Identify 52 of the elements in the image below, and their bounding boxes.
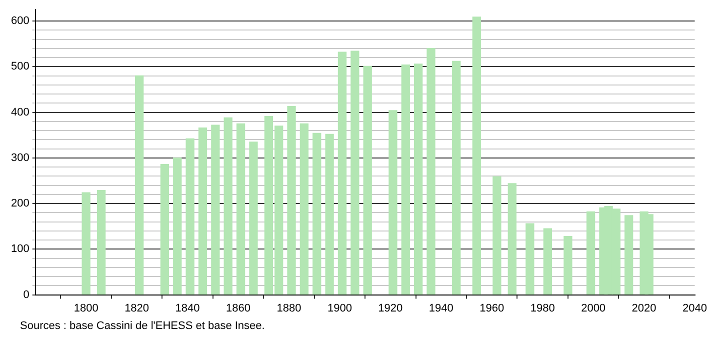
bar xyxy=(508,183,516,295)
bar xyxy=(564,236,572,295)
bar xyxy=(452,60,461,295)
bar xyxy=(287,106,296,295)
bar xyxy=(82,192,90,295)
bar xyxy=(526,223,534,295)
bar xyxy=(173,158,182,295)
bar xyxy=(350,50,360,295)
bar xyxy=(300,123,309,295)
x-tick-label: 1980 xyxy=(530,302,555,314)
bar xyxy=(198,127,208,295)
bar xyxy=(414,64,423,295)
bar xyxy=(586,211,596,295)
y-tick-label: 500 xyxy=(10,60,30,73)
bar xyxy=(249,142,258,295)
y-tick-label: 0 xyxy=(23,288,30,301)
bar xyxy=(224,117,232,295)
bar xyxy=(338,52,347,295)
x-tick-label: 2040 xyxy=(682,302,708,314)
bar xyxy=(160,164,170,295)
y-tick-label: 300 xyxy=(10,152,30,164)
x-tick-label: 1840 xyxy=(175,302,200,314)
bar xyxy=(211,124,220,295)
bar xyxy=(543,228,552,295)
bar xyxy=(236,123,246,295)
x-tick-label: 2000 xyxy=(581,302,606,314)
source-note: Sources : base Cassini de l'EHESS et base Insee. xyxy=(20,320,265,332)
x-tick-label: 1880 xyxy=(276,302,302,314)
bar xyxy=(312,132,322,295)
y-tick-label: 200 xyxy=(10,198,30,210)
bar xyxy=(135,75,144,295)
bar xyxy=(363,66,372,295)
x-tick-label: 1800 xyxy=(74,302,98,314)
y-tick-label: 100 xyxy=(10,243,30,256)
bar xyxy=(492,176,502,295)
y-tick-label: 400 xyxy=(10,106,30,118)
x-tick-label: 1920 xyxy=(378,302,403,314)
x-tick-label: 1820 xyxy=(124,302,150,314)
x-tick-label: 1900 xyxy=(327,302,352,314)
y-tick-label: 600 xyxy=(10,15,30,28)
bar xyxy=(426,48,436,295)
bar xyxy=(401,64,410,295)
x-tick-label: 1860 xyxy=(226,302,250,314)
x-tick-label: 1960 xyxy=(480,302,504,314)
x-tick-label: 2020 xyxy=(632,302,656,314)
bar xyxy=(472,16,481,295)
bar xyxy=(325,134,334,295)
x-tick-label: 1940 xyxy=(428,302,454,314)
bar xyxy=(96,190,106,295)
bar xyxy=(624,215,634,295)
bar xyxy=(388,110,398,295)
bar xyxy=(186,138,194,295)
